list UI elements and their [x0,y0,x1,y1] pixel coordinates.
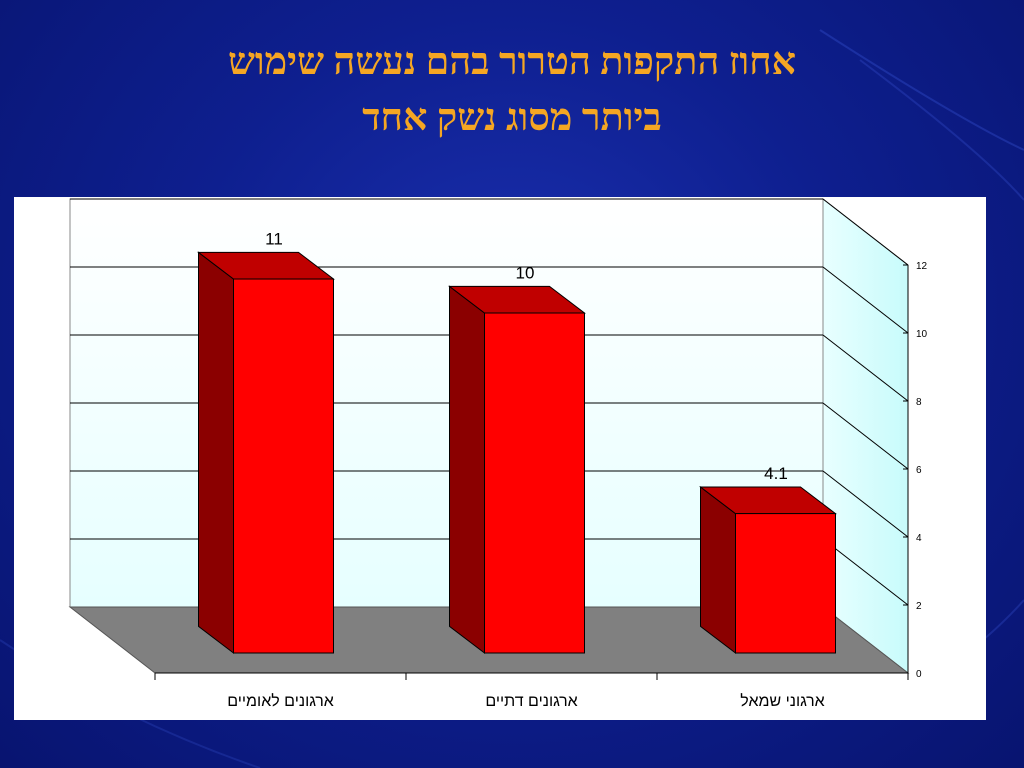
gridline-side [822,538,909,606]
y-tick-label: 4 [916,533,922,544]
bar [233,278,334,654]
x-tick-label: ארגוני שמאל [740,692,824,710]
y-tick-label: 2 [916,601,922,612]
y-tick-label: 10 [916,329,928,340]
gridline-side [822,198,909,266]
gridline-side [822,266,909,334]
slide-title: אחוז התקפות הטרור בהם נעשה שימוש ביותר מ… [0,34,1024,146]
y-tick-label: 0 [916,669,922,680]
x-tick-label: ארגונים דתיים [485,693,577,710]
gridline-side [822,402,909,470]
slide-title-line-1: אחוז התקפות הטרור בהם נעשה שימוש [227,41,797,83]
bar [735,513,836,654]
bar-chart-3d: 11 ארגונים לאומיים 10 ארגונים דתיים 4.1 ארגונ… [68,197,928,710]
chart-panel: 11 ארגונים לאומיים 10 ארגונים דתיים 4.1 ארגונ… [14,197,986,720]
bar-side [198,251,234,655]
y-tick-label: 12 [916,261,928,272]
gridline-side [822,334,909,402]
bar-side [449,285,485,655]
gridline-side [822,470,909,538]
y-tick-label: 8 [916,397,922,408]
data-label: 11 [265,229,283,248]
data-label: 4.1 [764,464,788,483]
data-label: 10 [516,263,535,282]
bar [484,312,585,654]
slide-title-line-2: ביותר מסוג נשק אחד [362,97,662,139]
y-tick-label: 6 [916,465,922,476]
bar-side [700,485,736,655]
x-tick-label: ארגונים לאומיים [227,692,334,710]
